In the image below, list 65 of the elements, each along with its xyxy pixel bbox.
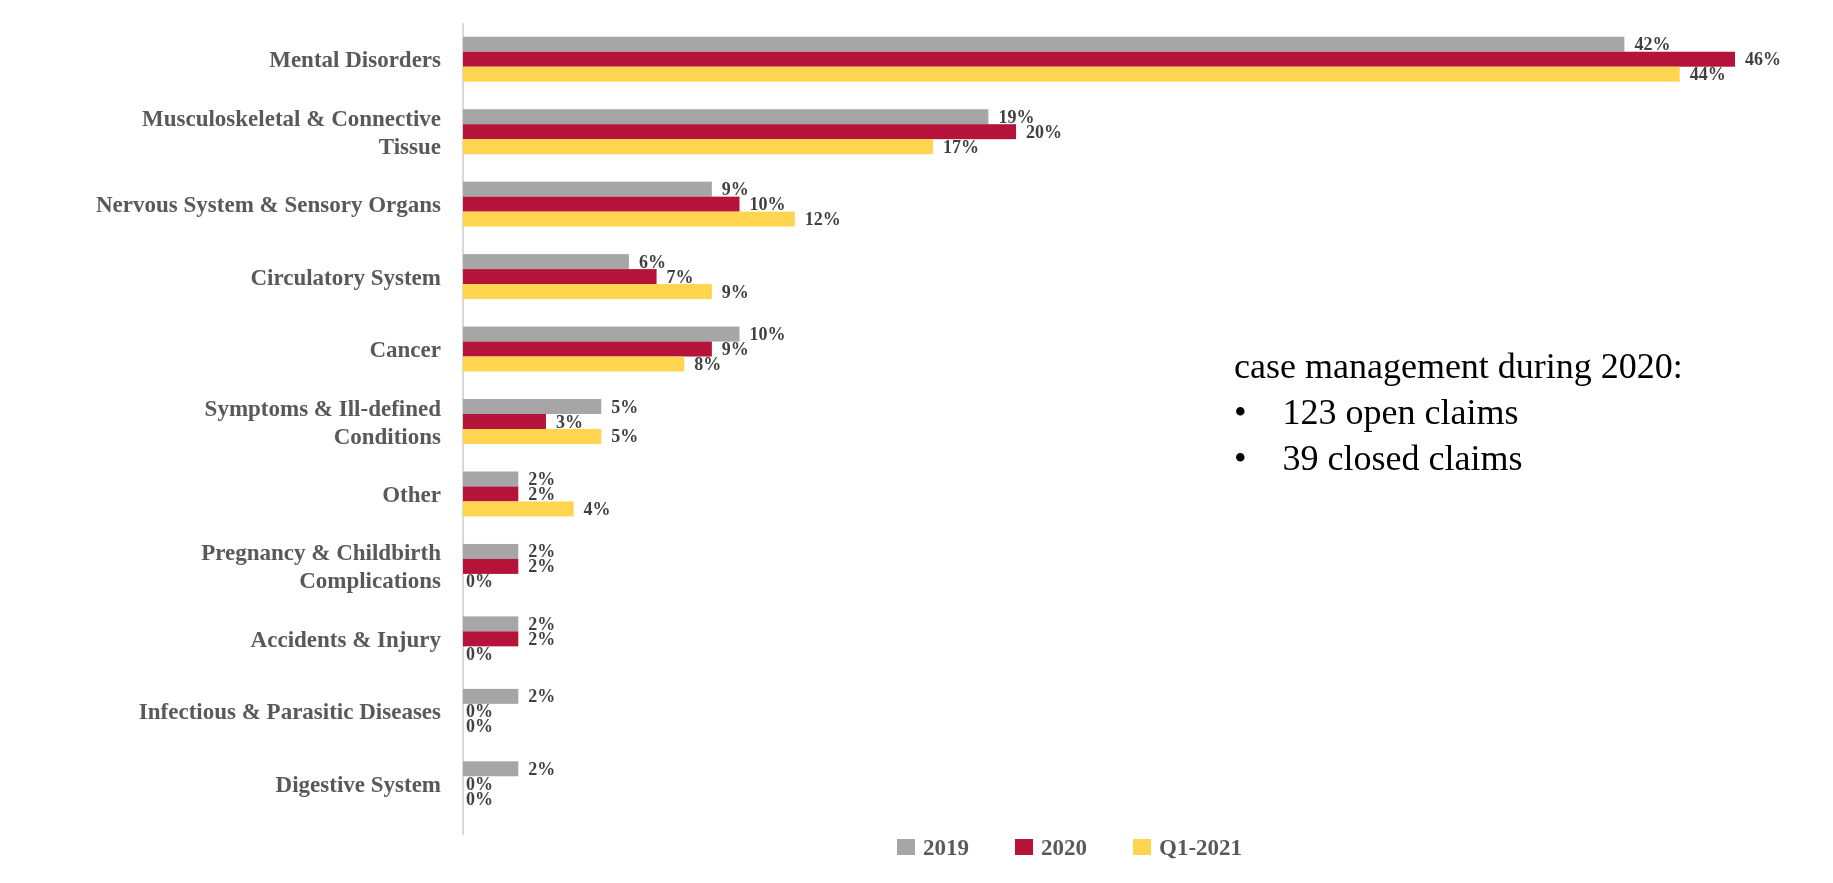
data-label: 3%	[555, 411, 583, 432]
bar	[463, 341, 712, 357]
bar	[463, 326, 740, 342]
data-label: 46%	[1745, 49, 1781, 70]
bar	[463, 211, 795, 227]
bar	[463, 761, 519, 777]
bar	[463, 66, 1680, 82]
data-label: 10%	[749, 324, 786, 345]
bar	[463, 254, 629, 270]
data-label: 9%	[721, 339, 749, 360]
y-tick-label: Cancer	[369, 337, 441, 363]
annotation: case management during 2020:	[1234, 346, 1683, 386]
bar	[463, 428, 602, 444]
bar	[463, 356, 685, 372]
data-label: 8%	[694, 354, 722, 375]
bar	[463, 124, 1017, 140]
bar	[463, 196, 740, 212]
data-label: 17%	[943, 136, 980, 157]
y-tick-label: Pregnancy & Childbirth Complications	[201, 540, 442, 594]
data-label: 12%	[804, 209, 841, 230]
bar	[463, 501, 574, 517]
data-label: 0%	[466, 643, 493, 664]
legend-label: Q1-2021	[1159, 835, 1243, 860]
data-label: 5%	[611, 396, 639, 417]
bar	[463, 139, 934, 155]
y-tick-label: Mental Disorders	[269, 47, 442, 73]
data-label: 42%	[1634, 34, 1671, 55]
y-tick-label: Accidents & Injury	[250, 626, 442, 652]
y-tick-label: Musculoskeletal & Connective Tissue	[142, 105, 441, 159]
bar	[463, 51, 1735, 67]
bar	[463, 688, 519, 704]
bar	[463, 631, 519, 647]
bar	[463, 471, 519, 487]
legend-label: 2020	[1041, 835, 1087, 860]
bar	[463, 181, 712, 197]
data-label: 4%	[583, 498, 611, 519]
bar	[463, 543, 519, 559]
y-tick-label: Digestive System	[275, 771, 441, 797]
y-tick-label: Symptoms & Ill-defined Conditions	[204, 395, 442, 449]
data-label: 7%	[666, 266, 694, 287]
bar	[463, 36, 1625, 52]
data-label: 9%	[721, 281, 749, 302]
data-label: 2%	[528, 758, 556, 779]
data-label: 44%	[1689, 64, 1726, 85]
data-label: 6%	[638, 251, 666, 272]
y-tick-label: Infectious & Parasitic Diseases	[138, 699, 442, 725]
data-label: 10%	[749, 194, 786, 215]
bar	[463, 414, 546, 429]
bar	[463, 109, 989, 125]
bar	[463, 399, 602, 415]
legend-label: 2019	[923, 835, 969, 860]
annotation: • 123 open claims	[1234, 392, 1519, 432]
y-tick-label: Circulatory System	[250, 264, 441, 290]
data-label: 9%	[721, 179, 749, 200]
data-label: 2%	[528, 686, 556, 707]
bar	[463, 284, 712, 300]
annotation: • 39 closed claims	[1234, 438, 1523, 478]
data-label: 0%	[466, 571, 493, 592]
bar	[463, 558, 519, 574]
data-label: 5%	[611, 426, 639, 447]
y-tick-label: Nervous System & Sensory Organs	[96, 192, 442, 218]
bar	[463, 269, 657, 285]
y-tick-label: Other	[382, 481, 441, 507]
bar	[463, 616, 519, 632]
bar	[463, 486, 519, 502]
